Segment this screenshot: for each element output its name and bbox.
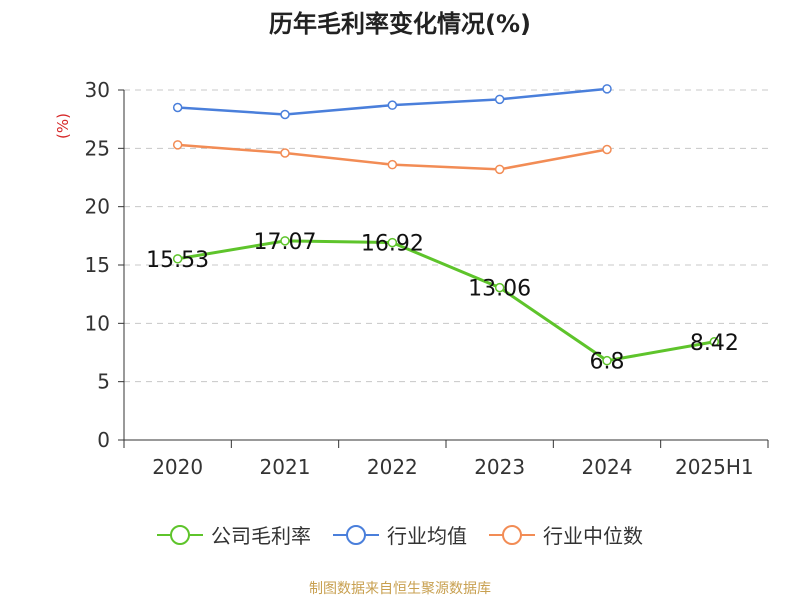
data-point [172,102,183,113]
source-note: 制图数据来自恒生聚源数据库 [309,581,491,597]
data-point [494,164,505,175]
x-tick-label: 2021 [260,455,311,479]
data-point [387,159,398,170]
y-tick-label: 5 [97,370,110,394]
data-point [387,100,398,110]
legend-label: 公司毛利率 [211,524,311,548]
data-point [280,236,290,246]
legend-marker-green [157,524,203,545]
y-tick-label: 20 [85,195,110,219]
x-tick-label: 2023 [474,455,525,479]
y-tick-label: 25 [85,136,110,160]
data-point [602,144,612,155]
legend-label: 行业均值 [387,524,467,548]
data-point [602,355,612,366]
y-tick-label: 0 [97,428,110,452]
data-point [280,148,290,158]
legend-marker-blue [333,524,379,545]
data-label: 6.8 [590,350,625,375]
chart-title: 历年毛利率变化情况(%) [269,10,531,38]
x-tick-label: 2024 [582,455,633,479]
data-point [602,84,612,94]
grid-lines [124,89,768,383]
legend-item-industry-average[interactable]: 行业均值 [333,520,467,549]
x-tick-label: 2020 [152,455,203,479]
legend-item-industry-median[interactable]: 行业中位数 [489,520,643,549]
data-labels: 15.53 17.07 16.92 13.06 6.8 8.42 [146,230,739,375]
y-tick-label: 10 [85,311,110,335]
y-tick-label: 30 [85,78,110,102]
data-point [494,94,505,105]
legend-item-company-gross-margin[interactable]: 公司毛利率 [157,520,311,549]
data-point [280,109,290,120]
data-point [172,254,183,264]
x-tick-label: 2025H1 [675,455,754,479]
legend-marker-orange [489,524,535,545]
data-point [172,140,183,150]
x-tick-label: 2022 [367,455,418,479]
data-label: 15.53 [146,248,209,273]
data-label: 17.07 [254,230,317,255]
legend-label: 行业中位数 [543,524,643,548]
axes: 0 5 10 15 20 25 30 2020 2021 2022 2023 2024 2025H1 [85,78,769,479]
legend: 公司毛利率 行业均值 行业中位数 [0,520,800,549]
data-point [494,282,505,293]
data-point [387,237,398,248]
series-line [177,239,715,363]
data-label: 8.42 [690,331,739,356]
data-label: 16.92 [361,232,424,257]
y-axis-label: (%) [54,113,72,139]
y-tick-label: 15 [85,253,110,277]
data-label: 13.06 [468,277,531,302]
series-lines [172,84,720,366]
data-point [709,337,720,347]
